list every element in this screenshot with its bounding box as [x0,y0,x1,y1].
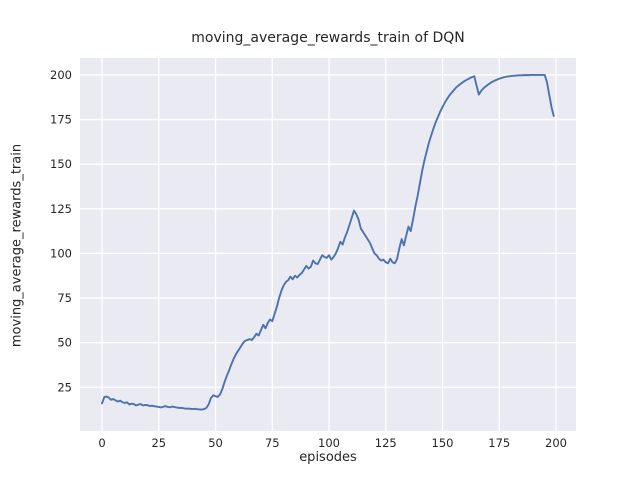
x-tick-label: 175 [488,436,510,450]
y-tick-label: 150 [50,157,72,171]
y-tick-label: 125 [50,202,72,216]
x-tick-label: 50 [208,436,223,450]
y-tick-label: 50 [57,336,72,350]
y-tick-label: 175 [50,113,72,127]
y-axis-label: moving_average_rewards_train [9,143,25,348]
y-tick-label: 100 [50,246,72,260]
chart-title: moving_average_rewards_train of DQN [191,30,465,46]
data-line-series [101,73,555,411]
plot-background [80,58,576,431]
x-tick-label: 125 [375,436,397,450]
x-tick-label: 200 [545,436,567,450]
x-tick-label: 25 [151,436,166,450]
y-tick-label: 200 [50,68,72,82]
x-tick-label: 100 [318,436,340,450]
x-axis-label: episodes [299,450,357,465]
y-tick-label: 75 [57,291,72,305]
x-tick-label: 150 [432,436,454,450]
x-tick-label: 75 [265,436,280,450]
y-tick-label: 25 [57,380,72,394]
x-tick-label: 0 [98,436,105,450]
